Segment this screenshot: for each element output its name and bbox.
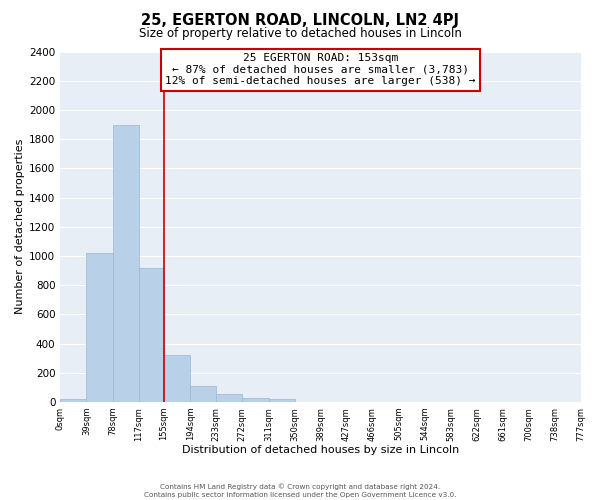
Bar bbox=[190, 386, 216, 402]
X-axis label: Distribution of detached houses by size in Lincoln: Distribution of detached houses by size … bbox=[182, 445, 459, 455]
Bar bbox=[86, 253, 113, 402]
Text: 25 EGERTON ROAD: 153sqm
← 87% of detached houses are smaller (3,783)
12% of semi: 25 EGERTON ROAD: 153sqm ← 87% of detache… bbox=[165, 54, 476, 86]
Bar bbox=[139, 268, 164, 402]
Bar bbox=[113, 124, 139, 402]
Bar bbox=[216, 394, 242, 402]
Bar bbox=[269, 399, 295, 402]
Text: Size of property relative to detached houses in Lincoln: Size of property relative to detached ho… bbox=[139, 28, 461, 40]
Y-axis label: Number of detached properties: Number of detached properties bbox=[15, 139, 25, 314]
Text: Contains HM Land Registry data © Crown copyright and database right 2024.
Contai: Contains HM Land Registry data © Crown c… bbox=[144, 484, 456, 498]
Text: 25, EGERTON ROAD, LINCOLN, LN2 4PJ: 25, EGERTON ROAD, LINCOLN, LN2 4PJ bbox=[141, 12, 459, 28]
Bar bbox=[242, 398, 269, 402]
Bar bbox=[164, 354, 190, 402]
Bar bbox=[60, 399, 86, 402]
